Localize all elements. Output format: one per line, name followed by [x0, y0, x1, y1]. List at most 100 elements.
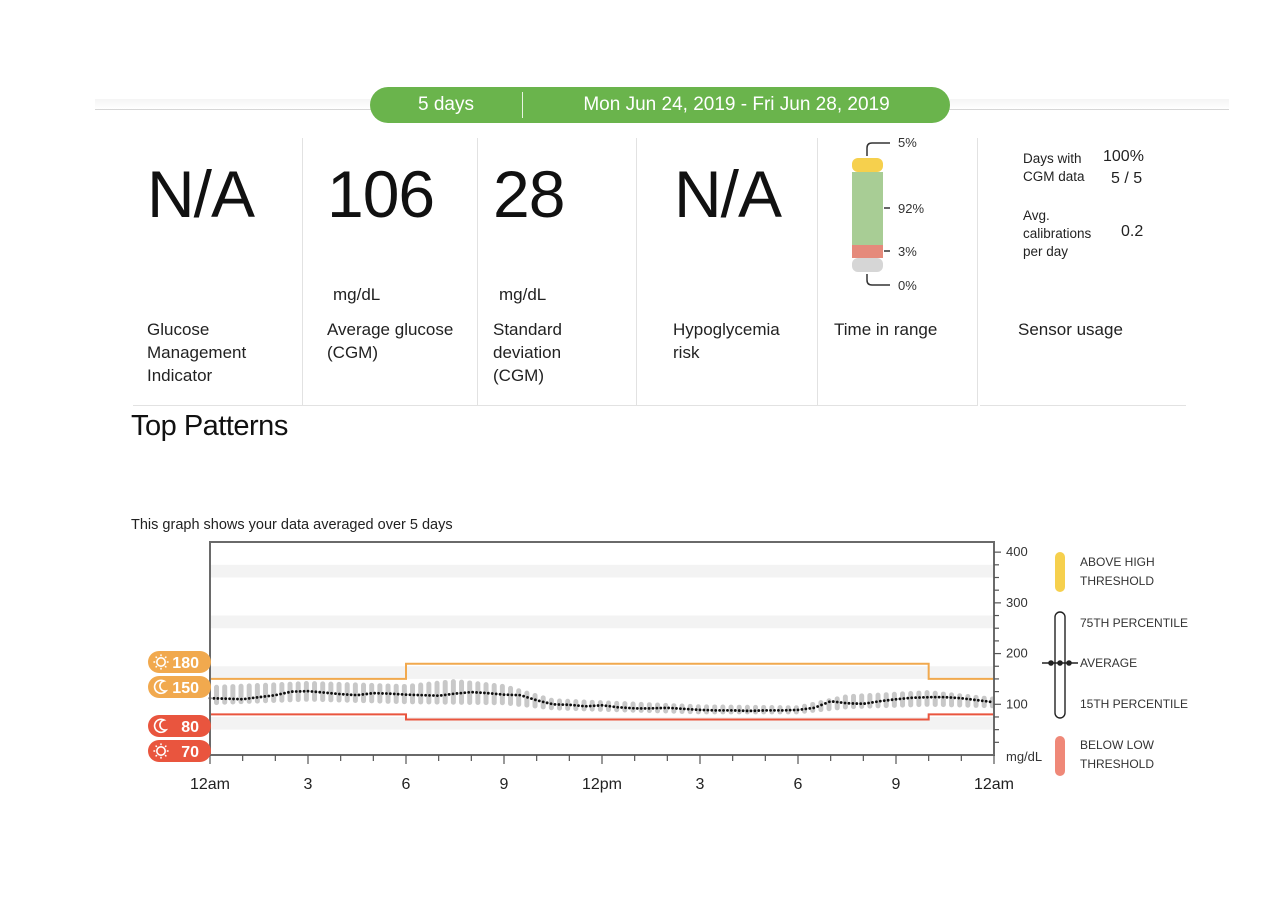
legend-high-swatch	[1055, 552, 1065, 592]
badge-value: 70	[181, 744, 199, 761]
avg-glucose-label: Average glucose (CGM)	[327, 320, 454, 362]
average-point	[451, 692, 455, 696]
average-point	[745, 709, 749, 713]
average-point	[483, 691, 486, 695]
average-point	[792, 708, 796, 712]
x-axis: 12am 3 6 9 12pm 3 6 9 12am	[190, 755, 1014, 793]
x-tick-label: 6	[402, 776, 411, 793]
percentile-bar	[704, 704, 710, 715]
average-point	[224, 697, 228, 701]
average-point	[408, 693, 412, 697]
avg-glucose-unit: mg/dL	[333, 285, 381, 304]
average-point	[216, 697, 220, 700]
threshold-badge-day-high: 180	[148, 651, 211, 673]
percentile-bar	[426, 681, 432, 705]
average-point	[925, 695, 929, 699]
hypo-risk-label: Hypoglycemia risk	[673, 320, 780, 362]
average-point	[788, 708, 792, 712]
tir-high-segment	[852, 158, 883, 172]
avg-glucose-card: 106 mg/dL Average glucose (CGM)	[303, 138, 478, 406]
average-point	[486, 691, 490, 695]
date-range-pill[interactable]: 5 days Mon Jun 24, 2019 - Fri Jun 28, 20…	[370, 87, 950, 123]
average-point	[769, 708, 772, 712]
average-point	[526, 695, 529, 699]
average-point	[514, 693, 518, 697]
x-tick-label: 6	[794, 776, 803, 793]
x-tick-label: 12pm	[582, 776, 622, 793]
average-point	[400, 693, 404, 696]
days-with-cgm-label: Days with CGM data	[1023, 151, 1085, 184]
percentile-bar	[949, 692, 955, 708]
legend-p75-label: 75TH PERCENTILE	[1080, 616, 1188, 630]
average-point	[243, 697, 247, 701]
average-point	[287, 690, 290, 694]
legend-average-dot	[1048, 660, 1054, 666]
average-point	[432, 694, 435, 697]
average-point	[545, 701, 549, 705]
threshold-lines	[210, 662, 994, 721]
percentile-bar	[785, 705, 791, 715]
legend-average-dot	[1066, 660, 1072, 666]
average-point	[659, 706, 663, 710]
average-point	[561, 703, 565, 706]
average-point	[800, 707, 804, 711]
average-point	[847, 701, 851, 705]
average-point	[522, 694, 525, 698]
average-point	[298, 689, 302, 693]
average-point	[373, 691, 377, 695]
average-point	[718, 708, 721, 712]
average-point	[624, 706, 627, 710]
average-point	[953, 696, 957, 700]
tir-low-pct: 3%	[898, 244, 917, 259]
average-point	[914, 696, 917, 699]
average-point	[749, 709, 753, 713]
average-point	[667, 706, 671, 710]
x-tick-label: 9	[892, 776, 901, 793]
time-in-range-label: Time in range	[834, 320, 938, 339]
average-point	[871, 700, 874, 704]
average-point	[435, 694, 439, 698]
percentile-bar	[450, 679, 456, 705]
agp-chart: 12am 3 6 9 12pm 3 6 9 12am 400 300 200 100 mg/dL 18…	[148, 541, 1188, 793]
badge-value: 150	[172, 680, 199, 697]
average-point	[965, 697, 968, 701]
percentile-bar	[875, 692, 881, 709]
moon-icon	[153, 679, 169, 695]
moon-icon	[153, 718, 169, 734]
average-point	[404, 693, 408, 697]
average-point	[385, 692, 388, 695]
average-point	[694, 708, 698, 712]
badge-pill	[148, 740, 211, 762]
badge-pill	[148, 715, 211, 737]
average-point	[863, 702, 867, 705]
average-point	[710, 708, 714, 712]
average-point	[973, 698, 976, 702]
percentile-bar	[851, 693, 857, 710]
average-point	[663, 706, 667, 710]
average-point	[318, 690, 322, 694]
y-tick-label: 100	[1006, 696, 1028, 711]
average-point	[267, 694, 271, 698]
average-point	[706, 708, 710, 712]
percentile-bar	[410, 683, 416, 705]
percentile-bar	[254, 683, 260, 704]
low-threshold-line	[210, 713, 994, 721]
percentile-bar	[679, 703, 685, 714]
average-point	[349, 693, 353, 697]
average-point	[635, 706, 639, 710]
average-point	[353, 693, 357, 697]
average-point	[941, 695, 945, 699]
average-point	[557, 703, 561, 706]
average-point	[479, 691, 482, 695]
average-point	[875, 700, 878, 704]
average-point	[737, 709, 741, 712]
percentile-bar	[287, 681, 293, 703]
percentile-bar	[393, 683, 399, 705]
percentile-bar	[769, 705, 775, 715]
average-point	[459, 691, 463, 695]
average-point	[439, 693, 443, 697]
average-point	[777, 708, 780, 712]
badge-value: 80	[181, 719, 199, 736]
percentile-bar	[981, 695, 987, 709]
average-point	[820, 703, 823, 707]
